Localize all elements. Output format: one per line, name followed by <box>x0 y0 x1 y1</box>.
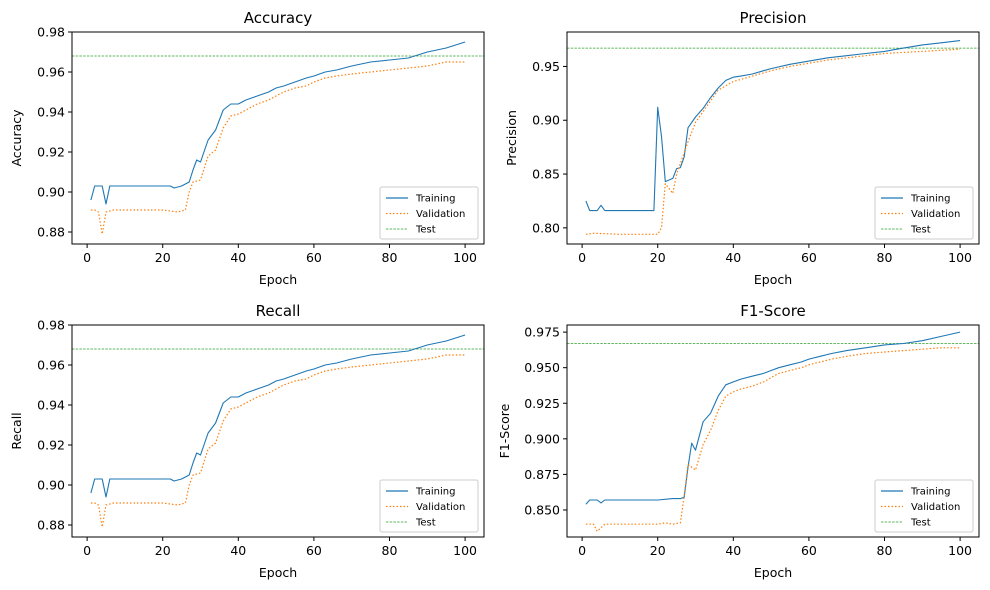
chart-recall-ytick-label: 0.88 <box>37 518 65 533</box>
chart-accuracy-legend-label-training: Training <box>415 194 455 205</box>
chart-f1-score-xtick-label: 0 <box>578 543 586 558</box>
chart-recall-xtick-label: 60 <box>306 543 322 558</box>
chart-precision-legend-label-validation: Validation <box>911 209 960 220</box>
chart-recall-xtick-label: 40 <box>230 543 246 558</box>
chart-accuracy-ytick-label: 0.92 <box>37 145 65 160</box>
chart-precision-legend-label-training: Training <box>910 194 950 205</box>
chart-precision-xlabel: Epoch <box>754 272 792 287</box>
chart-precision-xtick-label: 60 <box>801 250 817 265</box>
chart-f1-score-xtick-label: 80 <box>877 543 893 558</box>
chart-precision-xtick-label: 100 <box>948 250 972 265</box>
chart-f1-score-legend: Training Validation Test <box>874 479 974 533</box>
chart-precision-legend-frame <box>874 186 974 240</box>
chart-recall-xtick-label: 100 <box>453 543 477 558</box>
chart-recall: Recall 0 20 40 60 80 100 0.88 0.90 0.92 0.94 0.96 0.… <box>9 302 485 580</box>
chart-recall-ytick-label: 0.98 <box>37 318 65 333</box>
chart-accuracy-xlabel: Epoch <box>259 272 297 287</box>
chart-f1-score-legend-label-test: Test <box>910 518 931 529</box>
chart-recall-ytick-label: 0.90 <box>37 478 65 493</box>
chart-accuracy-legend-frame <box>379 186 479 240</box>
chart-f1-score-ytick-label: 0.900 <box>524 431 560 446</box>
chart-f1-score-legend-frame <box>874 479 974 533</box>
chart-f1-score-ytick-label: 0.950 <box>524 360 560 375</box>
chart-precision-xtick-label: 40 <box>725 250 741 265</box>
chart-accuracy-ylabel: Accuracy <box>9 109 24 167</box>
chart-recall-legend-label-validation: Validation <box>416 502 465 513</box>
chart-precision-line-validation <box>585 48 961 235</box>
chart-recall-legend-label-test: Test <box>415 518 436 529</box>
chart-recall-xtick-label: 80 <box>382 543 398 558</box>
chart-precision-ytick-label: 0.90 <box>532 113 560 128</box>
chart-f1-score-ytick-label: 0.875 <box>524 467 560 482</box>
chart-precision-ytick-label: 0.80 <box>532 220 560 235</box>
chart-recall-xtick-label: 0 <box>83 543 91 558</box>
chart-recall-ytick-label: 0.94 <box>37 398 65 413</box>
chart-accuracy: Accuracy 0 20 40 60 80 100 0.88 0.90 0.92 0.94 0.96… <box>9 9 485 287</box>
chart-recall-xlabel: Epoch <box>259 565 297 580</box>
chart-f1-score-xtick-label: 100 <box>948 543 972 558</box>
chart-accuracy-ytick-label: 0.90 <box>37 185 65 200</box>
chart-accuracy-ytick-label: 0.94 <box>37 105 65 120</box>
chart-precision-ytick-label: 0.85 <box>532 167 560 182</box>
chart-accuracy-ytick-label: 0.88 <box>37 225 65 240</box>
chart-recall-line-training <box>90 334 466 498</box>
chart-precision-title: Precision <box>740 9 807 27</box>
chart-accuracy-line-validation <box>90 61 466 235</box>
chart-precision-legend-label-test: Test <box>910 225 931 236</box>
chart-recall-legend: Training Validation Test <box>379 479 479 533</box>
chart-recall-ytick-label: 0.96 <box>37 358 65 373</box>
chart-precision-xtick-label: 80 <box>877 250 893 265</box>
chart-accuracy-ytick-label: 0.96 <box>37 65 65 80</box>
chart-recall-title: Recall <box>256 302 301 320</box>
chart-accuracy-title: Accuracy <box>244 9 313 27</box>
chart-accuracy-xtick-label: 20 <box>155 250 171 265</box>
chart-accuracy-frame <box>71 31 485 245</box>
chart-recall-ytick-label: 0.92 <box>37 438 65 453</box>
chart-f1-score-title: F1-Score <box>740 302 806 320</box>
chart-f1-score-xtick-label: 20 <box>650 543 666 558</box>
chart-accuracy-xtick-label: 80 <box>382 250 398 265</box>
chart-precision-frame <box>566 31 980 245</box>
chart-accuracy-legend-label-validation: Validation <box>416 209 465 220</box>
chart-precision-ytick-label: 0.95 <box>532 59 560 74</box>
chart-f1-score-xlabel: Epoch <box>754 565 792 580</box>
chart-f1-score-ytick-label: 0.975 <box>524 325 560 340</box>
chart-f1-score-ytick-label: 0.850 <box>524 502 560 517</box>
chart-accuracy-xtick-label: 60 <box>306 250 322 265</box>
chart-accuracy-legend: Training Validation Test <box>379 186 479 240</box>
chart-recall-frame <box>71 324 485 538</box>
chart-accuracy-xtick-label: 100 <box>453 250 477 265</box>
chart-f1-score-line-training <box>585 331 961 505</box>
chart-f1-score-legend-label-training: Training <box>910 487 950 498</box>
chart-precision-xtick-label: 0 <box>578 250 586 265</box>
chart-recall-legend-frame <box>379 479 479 533</box>
chart-precision-ylabel: Precision <box>504 110 519 166</box>
chart-f1-score-ylabel: F1-Score <box>497 403 512 458</box>
chart-precision-legend: Training Validation Test <box>874 186 974 240</box>
chart-f1-score-xtick-label: 60 <box>801 543 817 558</box>
chart-accuracy-legend-label-test: Test <box>415 225 436 236</box>
chart-recall-ylabel: Recall <box>9 412 24 449</box>
chart-precision-line-training <box>585 40 961 212</box>
chart-recall-xtick-label: 20 <box>155 543 171 558</box>
chart-accuracy-xtick-label: 0 <box>83 250 91 265</box>
chart-f1-score: F1-Score 0 20 40 60 80 100 0.850 0.875 0.900 0.925… <box>497 302 980 580</box>
chart-accuracy-xtick-label: 40 <box>230 250 246 265</box>
chart-precision: Precision 0 20 40 60 80 100 0.80 0.85 0.90 0.95 Epo… <box>504 9 980 287</box>
chart-f1-score-xtick-label: 40 <box>725 543 741 558</box>
chart-f1-score-line-validation <box>585 347 961 532</box>
chart-recall-line-validation <box>90 354 466 528</box>
chart-f1-score-legend-label-validation: Validation <box>911 502 960 513</box>
chart-f1-score-ytick-label: 0.925 <box>524 396 560 411</box>
chart-accuracy-line-training <box>90 41 466 205</box>
chart-accuracy-ytick-label: 0.98 <box>37 25 65 40</box>
chart-f1-score-frame <box>566 324 980 538</box>
chart-recall-legend-label-training: Training <box>415 487 455 498</box>
chart-precision-xtick-label: 20 <box>650 250 666 265</box>
